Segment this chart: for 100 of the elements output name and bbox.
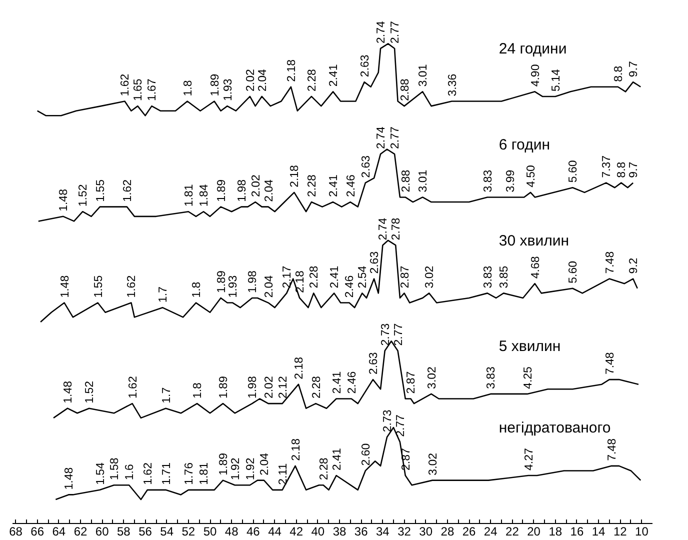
annotation: 1.89 bbox=[209, 74, 222, 96]
annotation: 2.02 bbox=[250, 174, 262, 198]
x-tick-label: 34 bbox=[376, 524, 390, 538]
x-tick-label: 26 bbox=[462, 524, 476, 538]
annotation: 2.41 bbox=[329, 266, 342, 288]
x-tick-label: 54 bbox=[160, 524, 174, 538]
annotation: 9.7 bbox=[628, 61, 640, 78]
annotation: 2.18 bbox=[294, 356, 306, 380]
x-tick-label: 28 bbox=[440, 524, 454, 538]
annotation: 1.8 bbox=[182, 80, 194, 96]
annotation: 1.93 bbox=[228, 275, 240, 298]
x-tick-label: 14 bbox=[592, 524, 606, 538]
annotation: 2.88 bbox=[399, 78, 412, 102]
annotation: 3.36 bbox=[446, 74, 459, 96]
annotation: 1.62 bbox=[122, 179, 134, 202]
annotation: 2.63 bbox=[369, 251, 382, 274]
annotation: 3.01 bbox=[418, 170, 430, 192]
annotation: 1.92 bbox=[244, 458, 257, 480]
text: 24 години bbox=[498, 40, 567, 58]
x-tick-label: 68 bbox=[9, 524, 23, 538]
text: 30 хвилин bbox=[498, 232, 570, 250]
x-tick-label: 18 bbox=[548, 524, 562, 538]
annotation: 1.71 bbox=[160, 462, 173, 485]
annotation: 1.81 bbox=[198, 462, 211, 485]
annotation: 1.62 bbox=[127, 376, 140, 399]
annotation: 2.04 bbox=[256, 68, 269, 92]
annotation: 3.85 bbox=[498, 266, 511, 288]
annotation: 4.27 bbox=[523, 448, 536, 471]
annotation: 4.68 bbox=[530, 256, 542, 279]
text: 6 годин bbox=[498, 136, 550, 154]
annotation: 2.77 bbox=[390, 126, 402, 150]
annotation: 2.18 bbox=[289, 165, 302, 188]
annotation: 2.28 bbox=[308, 266, 321, 288]
x-tick-label: 24 bbox=[484, 524, 498, 538]
annotation: 3.02 bbox=[424, 266, 436, 288]
annotation: 2.28 bbox=[318, 458, 330, 480]
annotation: 2.74 bbox=[378, 217, 390, 240]
annotation: 5.60 bbox=[568, 261, 580, 284]
annotation: 1.98 bbox=[236, 179, 248, 202]
annotation: 1.58 bbox=[108, 458, 121, 480]
annotation: 1.93 bbox=[222, 78, 234, 102]
x-tick-label: 40 bbox=[311, 524, 325, 538]
x-tick-label: 66 bbox=[30, 524, 44, 538]
annotation: 1.7 bbox=[158, 286, 170, 303]
annotation: 1.7 bbox=[160, 387, 173, 404]
annotation: 3.02 bbox=[426, 366, 438, 389]
annotation: 2.46 bbox=[344, 275, 356, 298]
x-tick-label: 42 bbox=[290, 524, 304, 538]
annotation: 1.55 bbox=[92, 275, 105, 298]
annotation: 1.62 bbox=[120, 74, 132, 96]
annotation: 9.7 bbox=[628, 162, 640, 178]
x-tick-label: 30 bbox=[419, 524, 433, 538]
annotation: 3.83 bbox=[486, 366, 498, 389]
annotation: 1.92 bbox=[230, 458, 242, 480]
annotation: 1.8 bbox=[192, 382, 204, 399]
annotation: 2.87 bbox=[399, 266, 412, 288]
annotation: 2.04 bbox=[263, 178, 276, 202]
annotation: 1.81 bbox=[183, 184, 196, 207]
annotation: 1.98 bbox=[247, 270, 260, 293]
x-tick-label: 20 bbox=[527, 524, 541, 538]
annotation: 1.89 bbox=[216, 270, 228, 293]
annotation: 7.48 bbox=[606, 438, 618, 461]
annotation: 8.8 bbox=[616, 162, 628, 178]
x-tick-label: 60 bbox=[95, 524, 110, 538]
annotation: 2.28 bbox=[306, 69, 318, 92]
annotation: 2.73 bbox=[380, 323, 392, 346]
x-tick-label: 36 bbox=[354, 524, 368, 538]
annotation: 2.18 bbox=[290, 438, 302, 461]
annotation: 1.48 bbox=[62, 380, 75, 404]
annotation: 2.41 bbox=[331, 371, 344, 394]
annotation: 2.60 bbox=[360, 443, 372, 466]
annotation: 1.6 bbox=[124, 464, 136, 480]
annotation: 2.04 bbox=[258, 452, 271, 476]
annotation: 2.46 bbox=[345, 174, 358, 198]
annotation: 2.18 bbox=[294, 270, 307, 293]
annotation: 4.50 bbox=[526, 165, 538, 188]
x-tick-label: 46 bbox=[246, 524, 260, 538]
annotation: 2.46 bbox=[346, 371, 358, 394]
annotation: 2.54 bbox=[357, 265, 370, 288]
x-tick-label: 22 bbox=[506, 524, 520, 538]
annotation: 2.77 bbox=[390, 21, 402, 44]
annotation: 2.87 bbox=[406, 371, 418, 394]
annotation: 1.55 bbox=[94, 179, 107, 202]
x-tick-label: 62 bbox=[74, 524, 88, 538]
x-tick-label: 12 bbox=[613, 524, 628, 538]
annotation: 1.84 bbox=[198, 184, 211, 207]
annotation: 1.65 bbox=[132, 78, 145, 102]
annotation: 1.52 bbox=[84, 380, 96, 404]
annotation: 5.14 bbox=[550, 68, 562, 92]
annotation: 2.28 bbox=[310, 376, 323, 399]
annotation: 2.02 bbox=[263, 376, 276, 399]
annotation: 1.48 bbox=[59, 275, 72, 298]
annotation: 7.48 bbox=[604, 251, 616, 274]
annotation: 1.62 bbox=[142, 462, 154, 485]
annotation: 4.25 bbox=[522, 366, 534, 389]
annotation: 3.83 bbox=[482, 170, 494, 192]
annotation: 2.04 bbox=[263, 274, 276, 298]
annotation: 2.41 bbox=[328, 64, 340, 87]
annotation: 1.89 bbox=[218, 452, 230, 476]
x-tick-label: 38 bbox=[332, 524, 347, 538]
